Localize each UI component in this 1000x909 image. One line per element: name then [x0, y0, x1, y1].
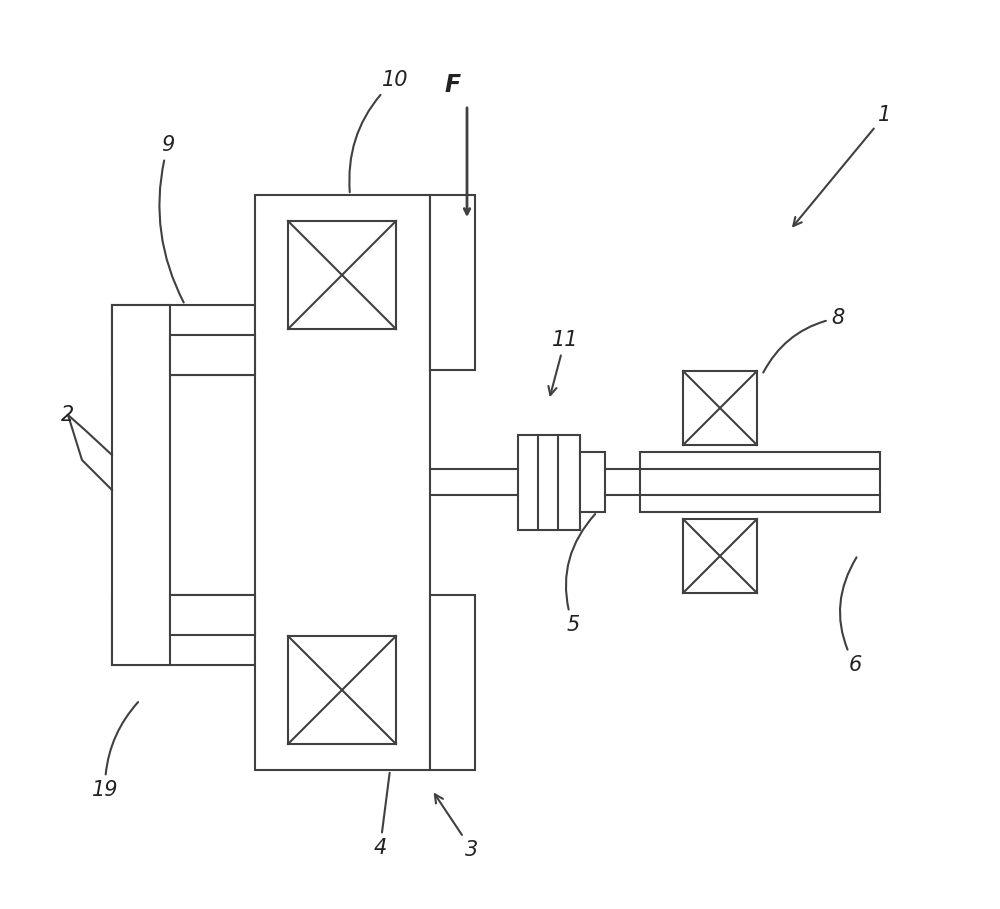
Bar	[580, 452, 605, 512]
Text: 10: 10	[349, 70, 408, 192]
Text: 1: 1	[793, 105, 892, 226]
Text: 11: 11	[548, 330, 578, 395]
Text: 4: 4	[373, 773, 390, 858]
Bar	[112, 595, 255, 665]
Bar	[255, 195, 430, 770]
Bar	[430, 595, 475, 770]
Bar	[430, 195, 475, 370]
Text: 6: 6	[840, 557, 862, 675]
Text: 3: 3	[435, 794, 479, 860]
Bar	[683, 519, 757, 593]
Bar	[518, 435, 580, 530]
Bar	[640, 452, 880, 512]
Bar	[170, 335, 255, 375]
Text: 2: 2	[61, 405, 75, 425]
Bar	[112, 305, 170, 665]
Bar	[683, 371, 757, 445]
Bar	[288, 636, 396, 744]
Text: 8: 8	[763, 308, 845, 373]
Text: F: F	[445, 73, 461, 97]
Text: 19: 19	[92, 702, 138, 800]
Bar	[170, 595, 255, 635]
Text: 5: 5	[566, 514, 595, 635]
Bar	[288, 221, 396, 329]
Text: 9: 9	[159, 135, 184, 303]
Bar	[112, 305, 255, 375]
